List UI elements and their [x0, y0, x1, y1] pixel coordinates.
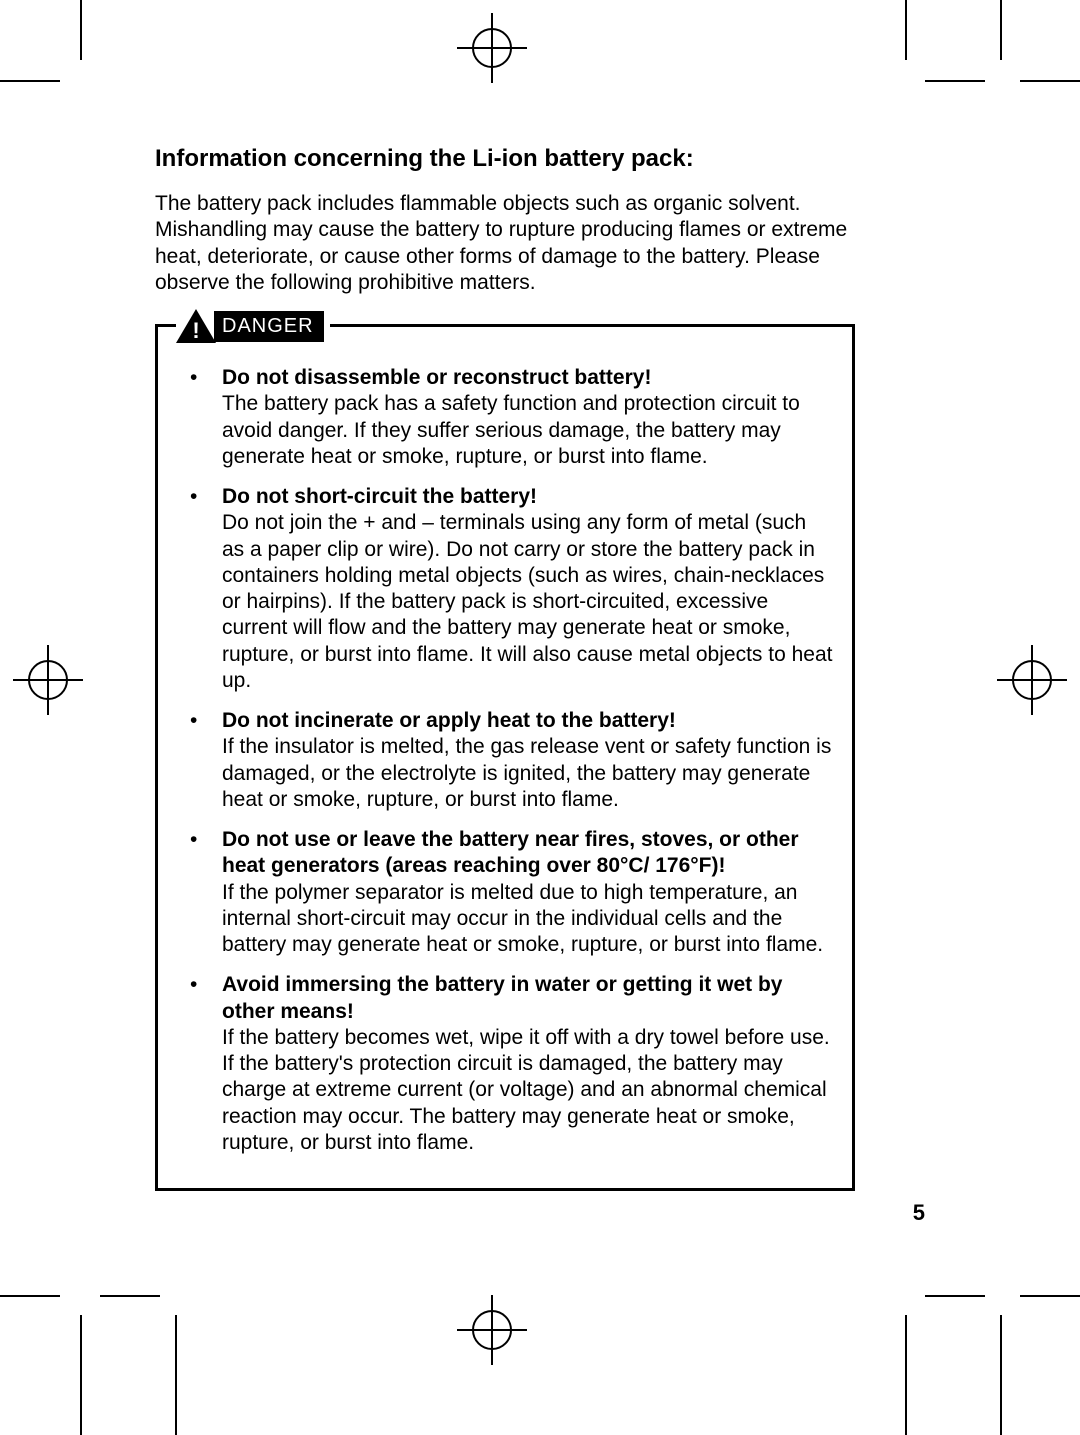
- item-title: Do not use or leave the battery near fir…: [222, 828, 799, 877]
- item-title: Do not incinerate or apply heat to the b…: [222, 709, 676, 732]
- danger-box: ! DANGER Do not disassemble or reconstru…: [155, 324, 855, 1191]
- content-area: Information concerning the Li-ion batter…: [155, 145, 855, 1191]
- item-title: Avoid immersing the battery in water or …: [222, 973, 782, 1022]
- page: Information concerning the Li-ion batter…: [0, 0, 1080, 1434]
- intro-paragraph: The battery pack includes flammable obje…: [155, 191, 855, 296]
- item-body: If the battery becomes wet, wipe it off …: [222, 1026, 830, 1154]
- item-body: If the insulator is melted, the gas rele…: [222, 735, 831, 811]
- page-number: 5: [913, 1200, 925, 1226]
- danger-label-text: DANGER: [214, 311, 324, 342]
- item-title: Do not disassemble or reconstruct batter…: [222, 366, 651, 389]
- danger-label: ! DANGER: [176, 309, 330, 343]
- list-item: Do not short-circuit the battery! Do not…: [176, 484, 834, 694]
- list-item: Do not incinerate or apply heat to the b…: [176, 708, 834, 813]
- list-item: Do not disassemble or reconstruct batter…: [176, 365, 834, 470]
- danger-list: Do not disassemble or reconstruct batter…: [176, 365, 834, 1156]
- list-item: Avoid immersing the battery in water or …: [176, 972, 834, 1156]
- warning-triangle-icon: !: [176, 309, 216, 343]
- item-body: Do not join the + and – terminals using …: [222, 511, 832, 692]
- item-body: If the polymer separator is melted due t…: [222, 881, 823, 957]
- list-item: Do not use or leave the battery near fir…: [176, 827, 834, 958]
- item-body: The battery pack has a safety function a…: [222, 392, 800, 468]
- section-heading: Information concerning the Li-ion batter…: [155, 145, 855, 173]
- item-title: Do not short-circuit the battery!: [222, 485, 537, 508]
